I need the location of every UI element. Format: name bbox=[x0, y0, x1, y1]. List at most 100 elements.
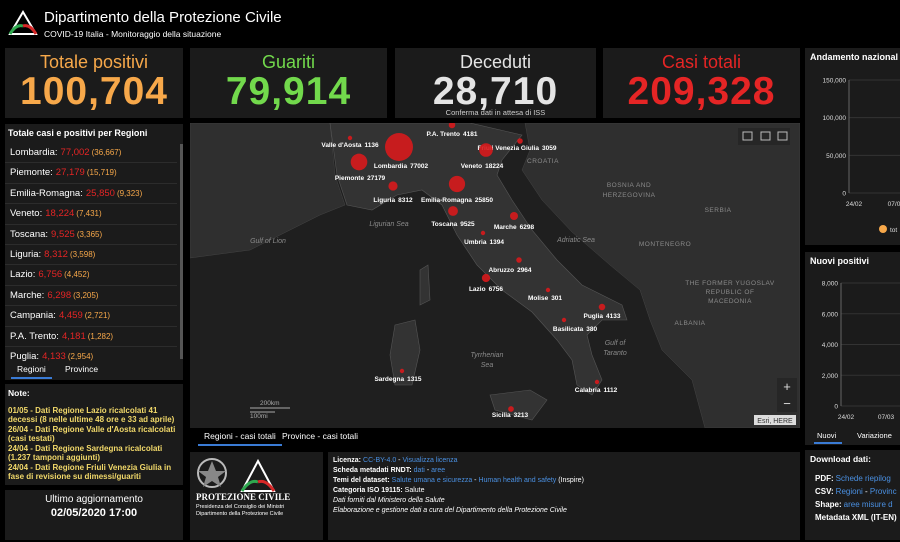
notes-panel: Note: 01/05 - Dati Regione Lazio ricalco… bbox=[5, 384, 183, 485]
logo-panel: PROTEZIONE CIVILE Presidenza del Consigl… bbox=[190, 452, 323, 540]
bubble-value: 4133 bbox=[606, 313, 621, 320]
region-name: Veneto: bbox=[10, 208, 43, 220]
bubble-label: Friuli Venezia Giulia 3059 bbox=[478, 145, 557, 152]
tab[interactable]: Nuovi bbox=[817, 431, 837, 440]
map-base bbox=[190, 123, 800, 428]
text: - bbox=[862, 487, 870, 496]
info-line: Temi del dataset: Salute umana e sicurezz… bbox=[333, 476, 584, 486]
bubble-name: Basilicata bbox=[553, 326, 584, 333]
legend-dot bbox=[879, 225, 887, 233]
region-bubble[interactable] bbox=[594, 379, 600, 385]
download-item: Shape: aree misure d bbox=[815, 498, 900, 511]
link[interactable]: CC-BY-4.0 bbox=[363, 457, 397, 464]
map-label: Taranto bbox=[603, 350, 627, 357]
region-bubble[interactable] bbox=[561, 317, 567, 323]
region-name: Lombardia: bbox=[10, 147, 58, 158]
bubble-label: Lombardia 77002 bbox=[374, 163, 429, 170]
bubble-value: 27179 bbox=[367, 175, 385, 182]
region-positives: (2,721) bbox=[84, 311, 111, 321]
tab[interactable]: Regioni - casi totali bbox=[198, 428, 282, 446]
bubble-name: Calabria bbox=[575, 387, 601, 394]
region-bubble[interactable] bbox=[347, 135, 353, 141]
region-bubble[interactable] bbox=[448, 206, 458, 216]
bubble-name: Molise bbox=[528, 295, 549, 302]
region-bubble[interactable] bbox=[517, 138, 523, 144]
link[interactable]: Salute umana e sicurezza bbox=[391, 477, 473, 484]
bubble-name: Emilia-Romagna bbox=[421, 197, 472, 204]
map-toolbar[interactable]: + − bbox=[738, 128, 797, 412]
info-panel: Licenza: CC-BY-4.0 - Visualizza licenza Sc… bbox=[328, 452, 800, 540]
scale-label: 100mi bbox=[250, 413, 268, 420]
region-bubble[interactable] bbox=[545, 287, 551, 293]
stat-card: Guariti 79,914 bbox=[190, 48, 387, 118]
downloads-panel: Download dati: PDF: Schede riepilog CSV: Re… bbox=[805, 450, 900, 540]
downloads-list: PDF: Schede riepilog CSV: Regioni - Provinc… bbox=[815, 472, 900, 524]
link[interactable]: Schede riepilog bbox=[835, 474, 891, 483]
notes-list: 01/05 - Dati Regione Lazio ricalcolati 4… bbox=[8, 406, 180, 482]
text: Salute bbox=[404, 487, 425, 494]
bubble-value: 1136 bbox=[365, 142, 379, 149]
region-bubble[interactable] bbox=[388, 181, 398, 191]
link[interactable]: Regioni bbox=[835, 487, 863, 496]
bubble-name: Sardegna bbox=[374, 376, 404, 383]
region-bubble[interactable] bbox=[350, 153, 368, 171]
regions-panel: Totale casi e positivi per Regioni Lomba… bbox=[5, 124, 183, 380]
note-item: 26/04 - Dati Regione Valle d'Aosta rical… bbox=[8, 425, 176, 443]
region-name: Campania: bbox=[10, 310, 56, 322]
map-label: Adriatic Sea bbox=[556, 237, 595, 244]
link[interactable]: Human health and safety bbox=[478, 477, 557, 484]
region-bubble[interactable] bbox=[508, 406, 514, 412]
link[interactable]: Provinc bbox=[869, 487, 897, 496]
region-total: 9,525 bbox=[51, 228, 75, 240]
region-bubble[interactable] bbox=[598, 303, 606, 311]
map[interactable]: + − Valle d'Aosta 1136 P.A. Trento 4181 Lomb… bbox=[190, 123, 800, 428]
link[interactable]: Visualizza licenza bbox=[402, 457, 458, 464]
link[interactable]: aree bbox=[431, 467, 446, 474]
region-bubble[interactable] bbox=[448, 123, 456, 129]
region-total: 6,298 bbox=[47, 289, 72, 301]
region-positives: (9,323) bbox=[116, 188, 143, 198]
region-positives: (3,598) bbox=[69, 249, 96, 259]
region-bubble[interactable] bbox=[399, 368, 405, 374]
info-line: Categoria ISO 19115: Salute bbox=[333, 486, 584, 496]
tab[interactable]: Variazione bbox=[857, 431, 892, 440]
bubble-name: Toscana bbox=[431, 221, 457, 228]
line-label: CSV: bbox=[815, 487, 834, 496]
bubble-name: Friuli Venezia Giulia bbox=[478, 145, 540, 152]
region-bubble[interactable] bbox=[479, 143, 493, 157]
region-positives: (36,667) bbox=[91, 148, 122, 157]
tab[interactable]: Province bbox=[65, 364, 99, 374]
tab[interactable]: Regioni bbox=[11, 361, 52, 379]
bubble-name: Lazio bbox=[469, 286, 486, 293]
region-bubble[interactable] bbox=[385, 133, 413, 161]
note-item: 24/04 - Dati Regione Sardegna ricalcolat… bbox=[8, 444, 163, 462]
region-bubble[interactable] bbox=[509, 211, 519, 221]
link[interactable]: dati bbox=[413, 467, 425, 474]
region-total: 4,181 bbox=[61, 330, 86, 342]
bubble-value: 1112 bbox=[603, 387, 617, 394]
bubble-label: Umbria 1394 bbox=[464, 239, 504, 246]
region-bubble[interactable] bbox=[480, 230, 486, 236]
note-item: 24/04 - Dati Regione Friuli Venezia Giul… bbox=[8, 463, 172, 481]
scrollbar bbox=[180, 144, 183, 359]
region-name: P.A. Trento: bbox=[10, 330, 59, 342]
region-row: Emilia-Romagna: 25,850 (9,323) bbox=[5, 184, 177, 205]
bubble-value: 25850 bbox=[475, 197, 493, 204]
bubble-name: Lombardia bbox=[374, 163, 408, 170]
region-bubble[interactable] bbox=[448, 175, 466, 193]
notes-title: Note: bbox=[8, 388, 30, 398]
bubble-name: Umbria bbox=[464, 239, 487, 246]
bubble-value: 4181 bbox=[463, 131, 478, 138]
tab[interactable]: Province - casi totali bbox=[282, 431, 359, 441]
downloads-title: Download dati: bbox=[810, 454, 871, 464]
line-label: Licenza: bbox=[333, 457, 362, 464]
x-tick-label: 24/02 bbox=[838, 414, 855, 421]
link[interactable]: aree misure d bbox=[843, 500, 893, 509]
bubble-value: 301 bbox=[551, 295, 562, 302]
region-total: 8,312 bbox=[44, 248, 68, 260]
region-bubble[interactable] bbox=[516, 257, 522, 263]
header-subtitle: COVID-19 Italia - Monitoraggio della sit… bbox=[44, 29, 222, 39]
bubble-value: 6298 bbox=[520, 224, 535, 231]
region-bubble[interactable] bbox=[481, 273, 491, 283]
bubble-name: Piemonte bbox=[335, 175, 365, 182]
